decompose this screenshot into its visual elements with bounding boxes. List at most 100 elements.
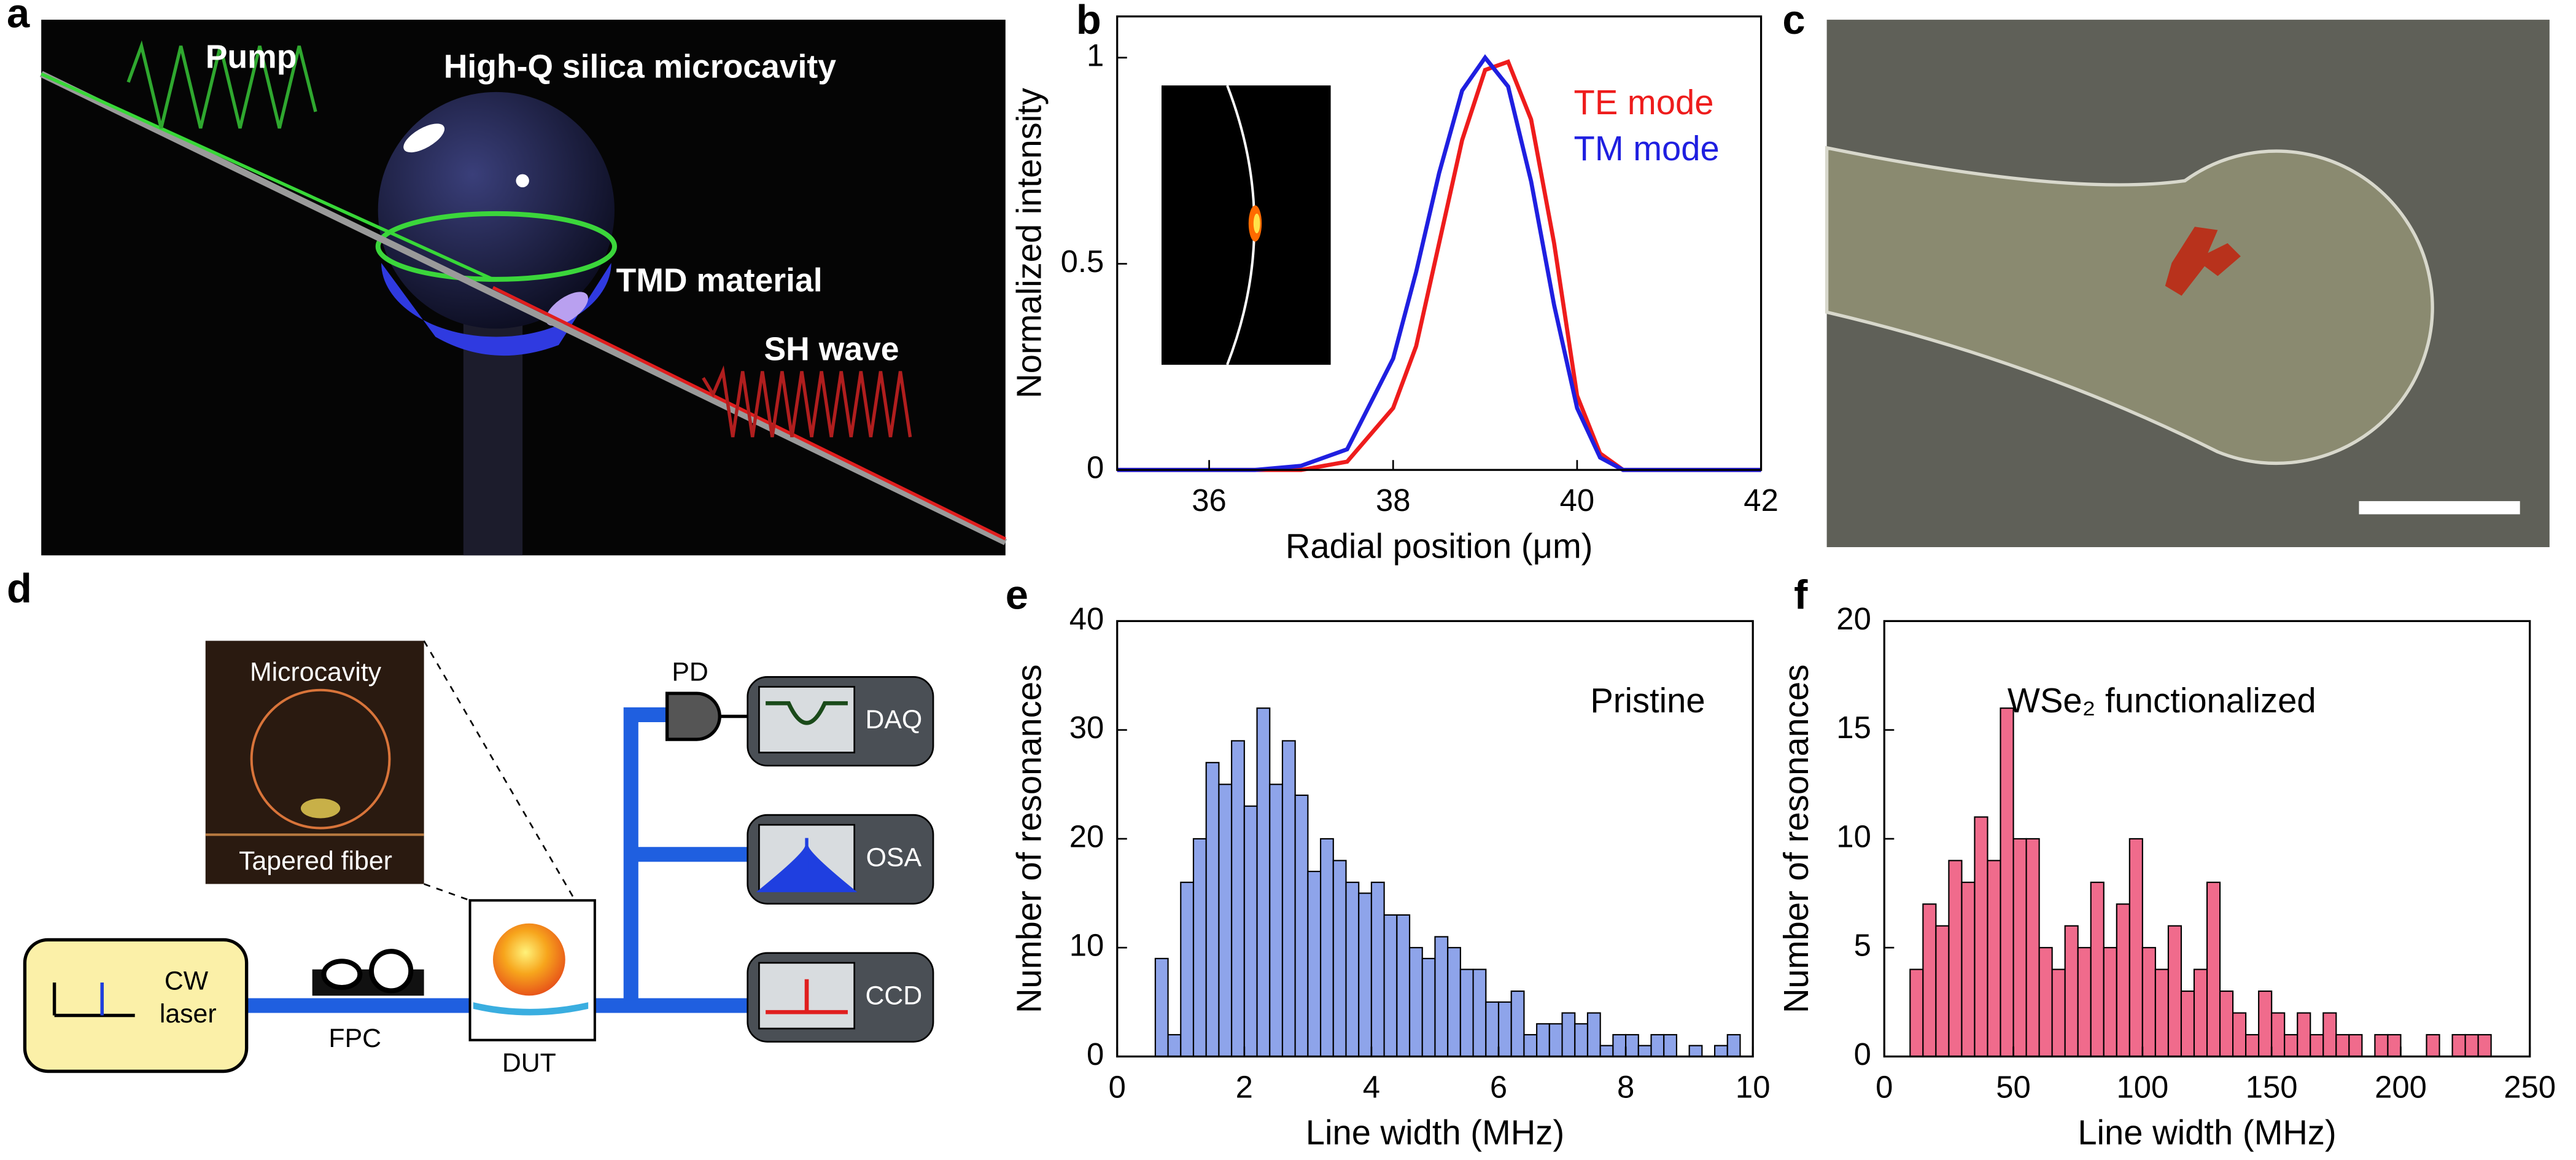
x-axis-label: Line width (MHz)	[1306, 1113, 1564, 1152]
cavity-base	[381, 263, 611, 356]
illustration-label: High-Q silica microcavity	[444, 49, 837, 85]
histogram-bar	[2154, 968, 2169, 1057]
x-tick-label: 36	[1192, 483, 1227, 518]
daq-trace	[766, 701, 848, 725]
zoom-line	[423, 640, 576, 901]
histogram-bar	[1625, 1033, 1639, 1057]
x-tick-label: 200	[2375, 1069, 2427, 1104]
instruments: DAQ OSA CCD	[747, 676, 934, 1043]
histogram-bar	[2180, 991, 2195, 1057]
panel-a: Pump High-Q silica microcavity TMD mater…	[39, 20, 1007, 556]
histogram-bar	[1935, 925, 1950, 1057]
histogram-bar	[1383, 914, 1398, 1057]
histogram-bar	[2064, 925, 2079, 1057]
y-tick-label: 0.5	[1061, 244, 1104, 279]
x-tick-label: 100	[2116, 1069, 2168, 1104]
histogram-bar	[2387, 1033, 2402, 1057]
histogram-bar	[1663, 1033, 1678, 1057]
highlight	[516, 174, 529, 188]
histogram-bar	[1396, 914, 1411, 1057]
instrument-label: CCD	[865, 981, 922, 1010]
histogram-bar	[1180, 881, 1195, 1057]
fpc-paddle	[321, 959, 363, 991]
histogram-bar	[1370, 881, 1385, 1057]
histogram-bar	[2090, 881, 2105, 1057]
y-axis-label: Number of resonances	[1777, 664, 1815, 1013]
histogram-bar	[2038, 947, 2053, 1057]
inset-photo	[205, 640, 424, 884]
illustration-label: Pump	[206, 39, 297, 75]
y-axis-label: Number of resonances	[1009, 664, 1048, 1013]
histogram-bar	[1421, 957, 1436, 1057]
histogram-bar	[2477, 1033, 2492, 1057]
illustration-label: SH wave	[764, 332, 899, 368]
x-tick-label: 2	[1236, 1069, 1253, 1104]
histogram-bar	[2374, 1033, 2389, 1057]
histogram-bar	[2348, 1033, 2363, 1057]
histogram-bar	[1459, 968, 1474, 1057]
histogram-bar	[2103, 947, 2117, 1057]
histogram-bar	[1320, 838, 1334, 1057]
histogram-bar	[1536, 1023, 1550, 1057]
panel-label: b	[1076, 0, 1101, 43]
histogram-bar	[1205, 761, 1220, 1057]
panel-label: c	[1782, 0, 1805, 43]
histogram-bar	[1974, 816, 1988, 1057]
y-tick-label: 20	[1836, 601, 1871, 636]
instrument-label: DAQ	[865, 705, 922, 734]
histogram-bar	[2000, 707, 2014, 1057]
photo-cavity	[250, 688, 391, 830]
plot-frame	[1116, 15, 1763, 471]
x-tick-label: 0	[1876, 1069, 1893, 1104]
x-tick-label: 40	[1560, 483, 1595, 518]
histogram-bar	[2451, 1033, 2466, 1057]
legend-entry: TM mode	[1574, 129, 1720, 168]
histogram-bar	[1523, 1033, 1538, 1057]
histogram-bar	[2297, 1012, 2311, 1057]
cavity-ring	[375, 211, 618, 282]
histogram-bar	[2310, 1033, 2324, 1057]
histogram-bar	[2141, 947, 2156, 1057]
sh-wave	[702, 365, 912, 438]
fiber	[39, 71, 1007, 545]
histogram-bar	[1434, 936, 1449, 1057]
fpc-label: FPC	[328, 1024, 381, 1053]
pump-wave	[126, 40, 317, 129]
inset-label: Tapered fiber	[239, 846, 392, 876]
histogram-bar	[1408, 947, 1423, 1057]
x-tick-label: 6	[1490, 1069, 1507, 1104]
histogram-bar	[1243, 805, 1258, 1057]
x-axis-label: Line width (MHz)	[2077, 1113, 2336, 1152]
panel-label: f	[1794, 572, 1808, 618]
histogram-bar	[1510, 991, 1525, 1057]
y-tick-label: 15	[1836, 710, 1871, 745]
y-tick-label: 1	[1087, 37, 1104, 72]
histogram-bar	[2116, 903, 2130, 1057]
histogram-bar	[1548, 1023, 1563, 1057]
histogram-bar	[1345, 881, 1360, 1057]
histogram-bar	[1922, 903, 1937, 1057]
mode-spot-core	[1253, 213, 1260, 233]
y-tick-label: 40	[1069, 601, 1104, 636]
x-tick-label: 8	[1617, 1069, 1634, 1104]
histogram-bar	[2219, 991, 2234, 1057]
fpc-paddle	[368, 949, 414, 994]
histogram-bar	[2322, 1012, 2337, 1057]
panel-d: Microcavity Tapered fiber CW laser FPC D…	[23, 640, 934, 1078]
histogram-bar	[2284, 1033, 2299, 1057]
x-tick-label: 4	[1363, 1069, 1380, 1104]
histogram-bar	[2335, 1033, 2350, 1057]
histogram-bar	[1612, 1033, 1627, 1057]
zoom-line	[424, 883, 470, 901]
histogram-bar	[1714, 1045, 1728, 1057]
histogram-bar	[2464, 1033, 2479, 1057]
histogram-bar	[1961, 881, 1976, 1057]
inset-bg	[1161, 85, 1331, 365]
histogram-bar	[1599, 1045, 1614, 1057]
laser-box	[23, 938, 249, 1073]
histogram-bar	[2128, 838, 2143, 1057]
dut-label: DUT	[502, 1048, 556, 1078]
histogram-bar	[2426, 1033, 2440, 1057]
histogram-bar	[2025, 838, 2040, 1057]
